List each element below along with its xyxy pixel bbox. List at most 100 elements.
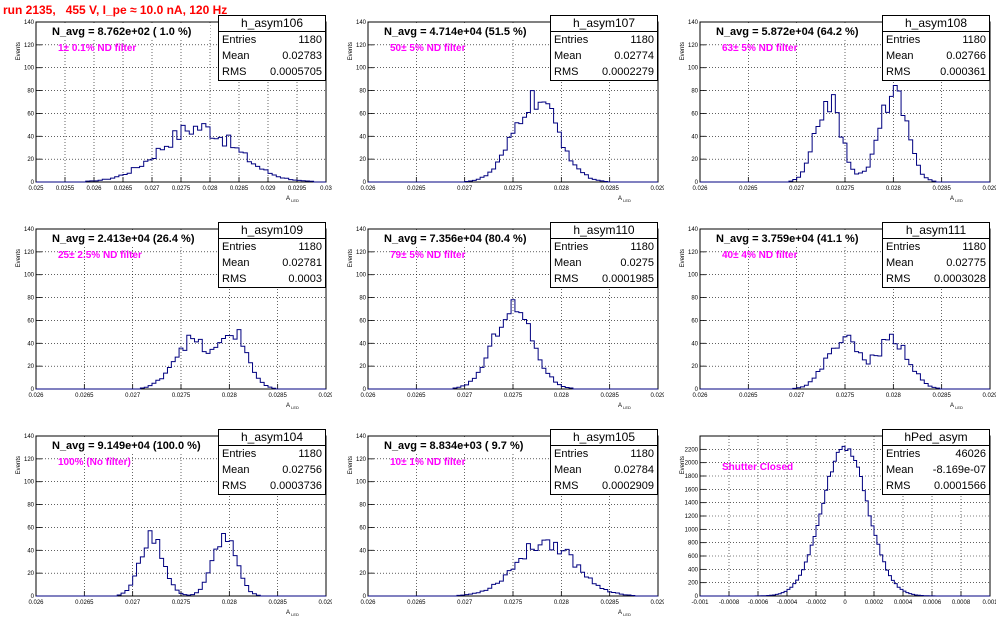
x-tick-label: 0.0255 (56, 186, 75, 192)
stats-label: RMS (222, 66, 247, 78)
y-tick-label: 60 (27, 525, 34, 531)
y-tick-label: 140 (356, 227, 367, 233)
stats-box: h_asym105 Entries 1180 Mean 0.02784 RMS 0.0002… (550, 429, 658, 495)
stats-value: 0.02783 (282, 50, 322, 62)
histogram-title: N_avg = 2.413e+04 (26.4 %) (52, 233, 195, 245)
y-tick-label: 60 (691, 318, 698, 324)
y-tick-label: 140 (688, 20, 699, 26)
y-tick-label: 60 (27, 111, 34, 117)
histogram-line (36, 123, 326, 183)
y-tick-label: 40 (359, 134, 366, 140)
filter-label: Shutter Closed (722, 462, 793, 473)
y-tick-label: 0 (695, 180, 699, 186)
stats-label: Entries (886, 241, 921, 253)
stats-label: Mean (886, 464, 914, 476)
y-tick-label: 120 (356, 457, 367, 463)
y-tick-label: 80 (359, 503, 366, 509)
x-tick-label: 0.026 (86, 186, 102, 192)
y-tick-label: 80 (27, 503, 34, 509)
stats-label: Mean (554, 50, 582, 62)
x-tick-label: 0.029 (982, 393, 996, 399)
y-axis-title: Events (348, 456, 354, 474)
stats-histogram-name: h_asym111 (883, 223, 989, 239)
x-tick-label: 0.0285 (932, 186, 951, 192)
y-tick-label: 1000 (685, 527, 699, 533)
stats-histogram-name: hPed_asym (883, 430, 989, 446)
histogram-line (36, 530, 326, 597)
filter-label: 1± 0.1% ND filter (58, 43, 136, 54)
y-tick-label: 100 (688, 66, 699, 72)
y-tick-label: 80 (359, 89, 366, 95)
x-tick-label: 0.0285 (600, 186, 619, 192)
stats-label: Mean (886, 257, 914, 269)
x-tick-label: 0.028 (554, 186, 570, 192)
x-tick-label: 0.0004 (894, 600, 913, 606)
filter-label: 79± 5% ND filter (390, 250, 466, 261)
y-tick-label: 0 (695, 387, 699, 393)
stats-histogram-name: h_asym109 (219, 223, 325, 239)
stats-label: Entries (886, 448, 921, 460)
y-tick-label: 2200 (685, 447, 699, 453)
stats-value: 0.0003 (288, 273, 322, 285)
stats-rms-row: RMS 0.0002279 (551, 64, 657, 80)
stats-label: RMS (886, 273, 911, 285)
title-background (372, 23, 542, 39)
y-tick-label: 0 (31, 180, 35, 186)
y-tick-label: 140 (356, 20, 367, 26)
stats-label: Mean (222, 257, 250, 269)
title-background (372, 437, 542, 453)
y-tick-label: 140 (24, 434, 35, 440)
stats-value: 0.02766 (946, 50, 986, 62)
y-tick-label: 40 (359, 548, 366, 554)
stats-entries-row: Entries 1180 (219, 32, 325, 48)
histogram-line (700, 445, 990, 597)
stats-histogram-name: h_asym105 (551, 430, 657, 446)
y-tick-label: 60 (27, 318, 34, 324)
title-background (704, 230, 874, 246)
stats-label: RMS (554, 480, 579, 492)
x-tick-label: -0.0004 (777, 600, 798, 606)
y-tick-label: 0 (363, 180, 367, 186)
stats-label: Entries (554, 241, 589, 253)
histogram-line (700, 85, 990, 183)
stats-value: 0.02774 (614, 50, 654, 62)
title-background (40, 437, 210, 453)
y-tick-label: 80 (691, 89, 698, 95)
stats-value: 0.02775 (946, 257, 986, 269)
histogram-panel-h_asym111: 0.026 0.0265 0.027 0.0275 0.028 0.0285 0.029 0 2… (664, 207, 996, 414)
histogram-title: N_avg = 4.714e+04 (51.5 %) (384, 26, 527, 38)
stats-mean-row: Mean 0.0275 (551, 255, 657, 271)
stats-entries-row: Entries 1180 (219, 446, 325, 462)
x-tick-label: 0.027 (144, 186, 160, 192)
y-tick-label: 100 (688, 273, 699, 279)
y-tick-label: 20 (691, 157, 698, 163)
stats-value: 1180 (298, 34, 322, 46)
stats-value: 0.0003736 (270, 480, 322, 492)
title-background (40, 23, 210, 39)
x-tick-label: 0.029 (650, 393, 664, 399)
y-tick-label: 20 (27, 157, 34, 163)
stats-value: 0.000361 (940, 66, 986, 78)
x-tick-label: 0.0265 (75, 600, 94, 606)
y-tick-label: 100 (356, 480, 367, 486)
histogram-title: N_avg = 3.759e+04 (41.1 %) (716, 233, 859, 245)
y-tick-label: 60 (359, 318, 366, 324)
histogram-title: N_avg = 9.149e+04 (100.0 %) (52, 440, 201, 452)
stats-value: 0.02784 (614, 464, 654, 476)
stats-value: 0.0005705 (270, 66, 322, 78)
x-tick-label: 0.029 (260, 186, 276, 192)
y-tick-label: 140 (24, 20, 35, 26)
y-tick-label: 2000 (685, 461, 699, 467)
y-tick-label: 140 (356, 434, 367, 440)
x-tick-label: -0.001 (691, 600, 709, 606)
x-axis-title: A LED (618, 403, 631, 410)
stats-histogram-name: h_asym110 (551, 223, 657, 239)
histogram-panel-h_asym106: 0.025 0.0255 0.026 0.0265 0.027 0.0275 0.028 0.… (0, 0, 332, 207)
y-tick-label: 120 (688, 250, 699, 256)
x-tick-label: 0.027 (457, 393, 473, 399)
stats-value: 0.0001985 (602, 273, 654, 285)
x-tick-label: 0.0265 (407, 600, 426, 606)
stats-rms-row: RMS 0.0003736 (219, 478, 325, 494)
stats-value: 0.0275 (620, 257, 654, 269)
stats-value: 1180 (962, 241, 986, 253)
